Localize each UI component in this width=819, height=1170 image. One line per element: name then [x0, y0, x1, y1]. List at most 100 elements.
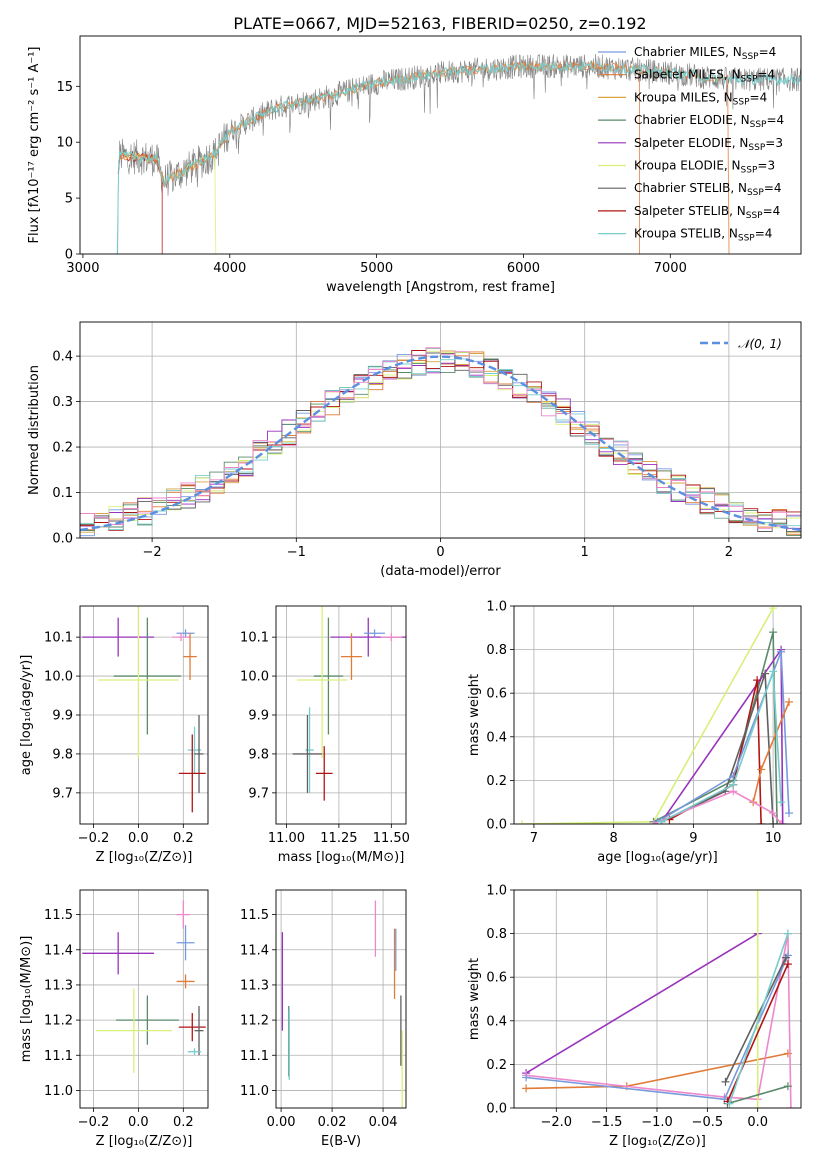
legend-entry: 𝒩(0, 1)	[738, 337, 782, 351]
hist-step-series	[80, 350, 801, 529]
x-axis-label: Z [log₁₀(Z/Z⊙)]	[96, 1134, 193, 1149]
hist-step-series	[80, 350, 801, 532]
legend-entry: Salpeter STELIB, NSSP=4	[634, 204, 780, 221]
x-axis-label: age [log₁₀(age/yr)]	[597, 850, 718, 865]
error-point	[380, 633, 402, 642]
y-tick-label: 11.5	[44, 908, 73, 923]
hist-legend: 𝒩(0, 1)	[700, 337, 782, 351]
y-tick-label: 9.9	[248, 709, 269, 724]
y-tick-label: 0.4	[52, 350, 73, 365]
error-point	[95, 988, 173, 1073]
error-point	[194, 1006, 204, 1056]
weight-line	[661, 671, 782, 823]
y-tick-label: 0.0	[486, 818, 507, 833]
error-point	[364, 629, 386, 638]
y-tick-label: 11.3	[240, 978, 269, 993]
mass_weight_vs_Z-plot	[522, 890, 795, 1108]
error-point	[296, 606, 348, 758]
hist-step-series	[80, 358, 801, 531]
y-tick-label: 11.2	[240, 1014, 269, 1029]
y-tick-label: 0.6	[486, 971, 507, 986]
y-tick-label: 0.3	[52, 395, 73, 410]
hist-frame	[79, 321, 802, 539]
x-axis-label: (data-model)/error	[380, 564, 501, 579]
y-tick-label: 0.0	[52, 532, 73, 547]
x-tick-label: 2	[725, 545, 733, 560]
x-tick-label: 0.0	[128, 831, 149, 846]
y-tick-label: 11.3	[44, 978, 73, 993]
error-point	[305, 707, 314, 793]
error-point	[178, 734, 206, 813]
x-tick-label: 5000	[360, 261, 393, 276]
y-tick-label: 15	[56, 80, 73, 95]
x-axis-label: wavelength [Angstrom, rest frame]	[326, 280, 555, 295]
x-tick-label: −2.0	[541, 1115, 573, 1130]
spectrum-legend: Chabrier MILES, NSSP=4 Salpeter MILES, NS…	[598, 45, 784, 244]
weight-line	[657, 651, 790, 823]
weight-line	[653, 790, 782, 824]
y-tick-label: 10.1	[44, 631, 73, 646]
error-point	[176, 925, 195, 961]
spectrum-frame	[79, 35, 802, 255]
x-tick-label: −1.5	[591, 1115, 623, 1130]
y-tick-label: 0.0	[486, 1102, 507, 1117]
x-axis-label: mass [log₁₀(M/M⊙)]	[278, 850, 405, 865]
y-tick-label: 0.8	[486, 643, 507, 658]
y-tick-label: 0	[65, 248, 73, 263]
error-point	[341, 633, 362, 680]
error-point	[315, 746, 333, 801]
age_vs_mass-frame	[275, 605, 407, 825]
y-tick-label: 11.1	[240, 1049, 269, 1064]
x-tick-label: 11.25	[320, 831, 357, 846]
weight-line	[653, 631, 778, 824]
y-tick-label: 1.0	[486, 600, 507, 615]
error-point	[292, 715, 323, 793]
y-axis-label: Flux [fλ10⁻¹⁷ erg cm⁻² s⁻¹ A⁻¹]	[27, 47, 42, 244]
hist-step-series	[80, 359, 801, 529]
mass_weight_vs_age-axes: 7 8 9 10 0.0 0.2 0.4 0.6 0.8 1.0 age [log₁₀(age/yr…	[467, 600, 801, 865]
y-tick-label: 10	[56, 136, 73, 151]
y-tick-label: 0.2	[486, 1058, 507, 1073]
weight-line	[727, 1085, 789, 1105]
hist-step-series	[80, 347, 801, 529]
y-tick-label: 11.4	[240, 943, 269, 958]
mass_vs_EBV-plot	[281, 900, 403, 1108]
mass_vs_Z-axes: −0.2 0.0 0.2 11.0 11.1 11.2 11.3 11.4 11.5 Z [log…	[19, 890, 208, 1149]
gaussian-reference-line	[80, 355, 801, 532]
legend-entry: Salpeter MILES, NSSP=4	[634, 68, 775, 85]
x-tick-label: 0.0	[128, 1115, 149, 1130]
x-axis-label: Z [log₁₀(Z/Z⊙)]	[96, 850, 193, 865]
y-axis-label: mass weight	[467, 674, 482, 756]
age_vs_Z-plot	[82, 606, 206, 813]
y-tick-label: 11.5	[240, 908, 269, 923]
legend-entry: Chabrier MILES, NSSP=4	[634, 45, 776, 62]
y-tick-label: 0.4	[486, 730, 507, 745]
error-point	[176, 974, 195, 989]
x-tick-label: 11.00	[268, 831, 305, 846]
y-tick-label: 1.0	[486, 884, 507, 899]
age_vs_Z-axes: −0.2 0.0 0.2 9.7 9.8 9.9 10.0 10.1 Z [log₁₀(Z/Z⊙…	[19, 606, 208, 865]
x-tick-label: 0.04	[369, 1115, 398, 1130]
error-point	[176, 629, 195, 638]
y-tick-label: 11.4	[44, 943, 73, 958]
error-point	[115, 995, 179, 1045]
mass_weight_vs_age-plot	[517, 606, 794, 824]
error-point	[82, 617, 155, 657]
x-axis-label: E(B-V)	[321, 1134, 361, 1149]
hist-plot	[80, 347, 801, 537]
hist-step-series	[80, 352, 801, 533]
y-axis-label: mass [log₁₀(M/M⊙)]	[19, 936, 34, 1063]
y-tick-label: 11.0	[240, 1084, 269, 1099]
mass_weight_vs_Z-axes: −2.0 −1.5 −1.0 −0.5 0.0 0.0 0.2 0.4 0.6 0.8 1.0 Z […	[467, 884, 801, 1149]
age_vs_Z-frame	[79, 605, 209, 825]
x-axis-label: Z [log₁₀(Z/Z⊙)]	[609, 1134, 706, 1149]
y-tick-label: 9.8	[248, 747, 269, 762]
y-axis-label: age [log₁₀(age/yr)]	[19, 655, 34, 776]
error-point	[178, 1013, 206, 1042]
weight-line	[728, 933, 789, 1104]
legend-entry: Salpeter ELODIE, NSSP=3	[634, 136, 783, 153]
x-tick-label: −1.0	[641, 1115, 673, 1130]
y-tick-label: 9.9	[52, 709, 73, 724]
y-axis-label: Normed distribution	[27, 365, 42, 495]
